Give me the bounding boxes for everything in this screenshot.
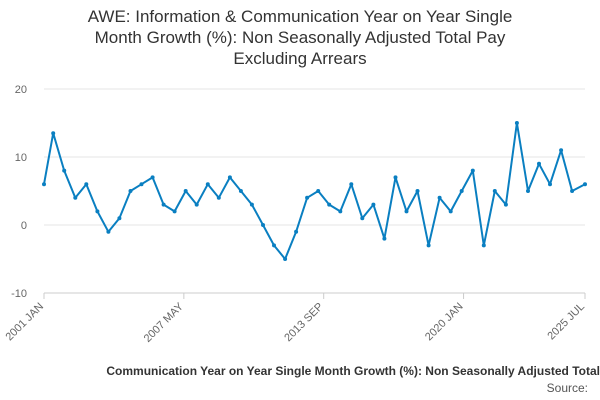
- chart-title-line-1: AWE: Information & Communication Year on…: [87, 7, 513, 26]
- data-point: [194, 202, 199, 207]
- data-point: [172, 209, 177, 214]
- data-point: [393, 175, 398, 180]
- data-point: [448, 209, 453, 214]
- data-point: [272, 243, 276, 248]
- y-tick-label: 10: [15, 152, 27, 164]
- data-point: [459, 189, 464, 193]
- data-point: [261, 223, 265, 227]
- data-point: [227, 175, 232, 180]
- data-point: [382, 236, 387, 241]
- data-point: [537, 161, 541, 166]
- data-point: [514, 121, 519, 125]
- x-tick-label: 2007 MAY: [142, 300, 187, 345]
- data-point: [51, 131, 56, 136]
- data-point: [249, 202, 254, 207]
- data-point: [42, 182, 46, 187]
- x-tick-label: 2025 JUL: [545, 301, 587, 343]
- chart-title-line-3: Excluding Arrears: [233, 49, 367, 68]
- y-tick-label: -10: [11, 288, 27, 300]
- data-point: [216, 195, 221, 200]
- data-point: [360, 216, 365, 221]
- data-point: [205, 182, 210, 187]
- x-tick-label: 2020 JAN: [423, 301, 466, 344]
- data-point: [73, 195, 78, 200]
- data-point: [583, 182, 587, 187]
- data-point: [161, 202, 166, 207]
- data-point: [371, 202, 376, 207]
- data-point: [404, 209, 409, 214]
- data-point: [481, 243, 486, 248]
- data-point: [183, 189, 188, 193]
- data-point: [503, 202, 508, 207]
- data-point: [139, 182, 144, 187]
- data-point: [349, 182, 354, 187]
- data-point: [294, 229, 299, 234]
- data-point: [437, 195, 442, 200]
- chart-title: AWE: Information & Communication Year on…: [0, 6, 600, 69]
- data-point: [305, 195, 310, 200]
- data-point: [426, 243, 431, 248]
- data-point: [238, 189, 243, 193]
- series-line: [43, 122, 586, 260]
- data-point: [470, 168, 475, 173]
- data-point: [84, 182, 89, 187]
- data-point: [316, 189, 321, 193]
- chart-title-line-2: Month Growth (%): Non Seasonally Adjuste…: [94, 28, 506, 47]
- legend-label: Communication Year on Year Single Month …: [106, 364, 600, 378]
- data-point: [559, 148, 564, 153]
- data-point: [570, 189, 575, 193]
- data-point: [283, 257, 288, 261]
- source-label: Source:: [546, 381, 588, 395]
- data-point: [526, 189, 530, 193]
- data-point: [338, 209, 343, 214]
- data-point: [106, 229, 111, 234]
- data-point: [548, 182, 552, 187]
- data-point: [492, 189, 497, 193]
- x-tick-label: 2001 JAN: [3, 301, 46, 344]
- data-point: [95, 209, 100, 214]
- data-point: [128, 189, 133, 193]
- y-tick-label: 0: [21, 220, 27, 232]
- data-point: [117, 216, 122, 221]
- y-tick-label: 20: [15, 84, 27, 96]
- data-point: [415, 189, 420, 193]
- data-point: [62, 168, 67, 173]
- data-point: [327, 202, 332, 207]
- x-tick-label: 2013 SEP: [282, 301, 326, 345]
- data-point: [150, 175, 155, 180]
